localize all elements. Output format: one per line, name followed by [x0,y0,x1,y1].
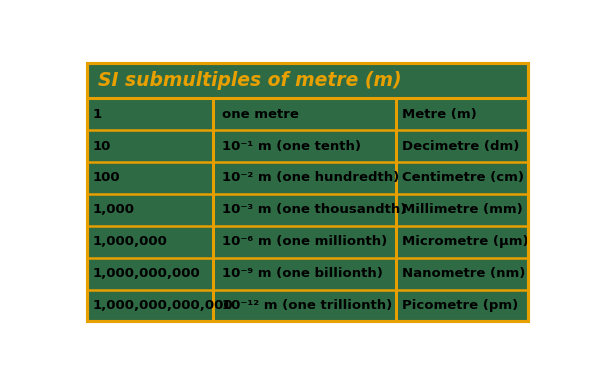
Text: 10⁻¹² m (one trillionth): 10⁻¹² m (one trillionth) [221,299,392,312]
Text: Nanometre (nm): Nanometre (nm) [403,267,526,280]
Text: Millimetre (mm): Millimetre (mm) [403,203,523,216]
Bar [86,63,529,322]
Bar [86,63,529,322]
Text: Picometre (pm): Picometre (pm) [403,299,519,312]
Text: 1,000,000,000,000: 1,000,000,000,000 [93,299,233,312]
Text: Centimetre (cm): Centimetre (cm) [403,171,524,184]
Text: one metre: one metre [221,107,299,121]
Text: Micrometre (μm): Micrometre (μm) [403,235,529,248]
Text: 10⁻⁶ m (one millionth): 10⁻⁶ m (one millionth) [221,235,387,248]
Text: 100: 100 [93,171,121,184]
Text: SI submultiples of metre (m): SI submultiples of metre (m) [98,71,401,90]
Text: 1,000,000,000: 1,000,000,000 [93,267,200,280]
Text: 10⁻³ m (one thousandth): 10⁻³ m (one thousandth) [221,203,406,216]
Text: 10⁻¹ m (one tenth): 10⁻¹ m (one tenth) [221,139,361,152]
Text: 10⁻⁹ m (one billionth): 10⁻⁹ m (one billionth) [221,267,383,280]
Text: 1,000,000: 1,000,000 [93,235,168,248]
Text: 1,000: 1,000 [93,203,135,216]
Text: Metre (m): Metre (m) [403,107,477,121]
Text: Decimetre (dm): Decimetre (dm) [403,139,520,152]
Text: 10⁻² m (one hundredth): 10⁻² m (one hundredth) [221,171,399,184]
Text: 10: 10 [93,139,111,152]
Text: 1: 1 [93,107,102,121]
